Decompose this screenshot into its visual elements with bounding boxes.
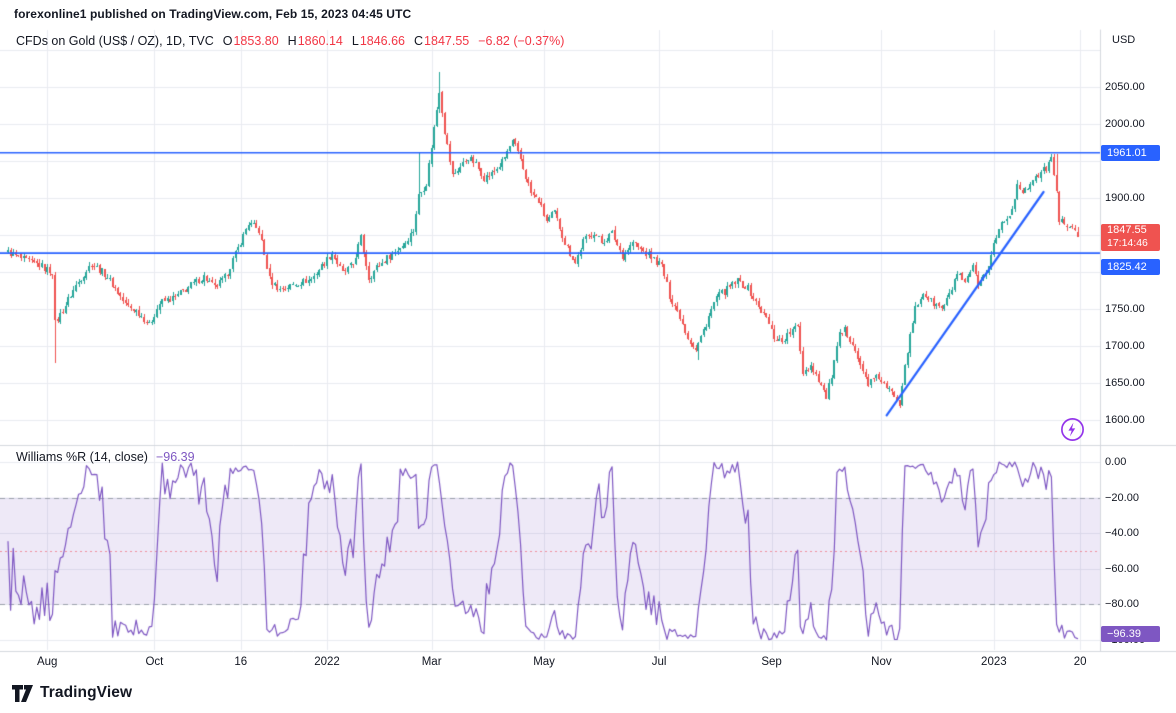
indicator-value: −96.39 bbox=[155, 450, 195, 464]
lightning-bolt-icon bbox=[1061, 418, 1084, 441]
price-change: −6.82 (−0.37%) bbox=[478, 34, 565, 48]
time-tick-label: Sep bbox=[761, 656, 782, 668]
bar-countdown: 17:14:46 bbox=[1107, 237, 1148, 250]
close-letter: C bbox=[414, 34, 424, 48]
support-price: 1825.42 bbox=[1107, 261, 1147, 274]
time-tick-label: 16 bbox=[234, 656, 248, 668]
price-tick-label: 2050.00 bbox=[1105, 80, 1145, 93]
williams-r-value-badge: −96.39 bbox=[1101, 625, 1160, 642]
time-tick-label: 20 bbox=[1073, 656, 1087, 668]
high-letter: H bbox=[287, 34, 297, 48]
price-tick-label: 2000.00 bbox=[1105, 117, 1145, 130]
flash-icon[interactable] bbox=[1060, 417, 1085, 442]
tradingview-logo-icon bbox=[12, 684, 33, 702]
indicator-legend: Williams %R (14, close) −96.39 bbox=[16, 450, 195, 464]
tradingview-logo-text: TradingView bbox=[40, 684, 133, 701]
resistance-price: 1961.01 bbox=[1107, 146, 1147, 159]
time-tick-label: Aug bbox=[36, 656, 58, 668]
open-value: 1853.80 bbox=[233, 34, 279, 48]
time-tick-label: Oct bbox=[145, 656, 164, 668]
price-tick-label: 1900.00 bbox=[1105, 191, 1145, 204]
indicator-tick-label: −40.00 bbox=[1105, 527, 1139, 540]
time-tick-label: 2023 bbox=[981, 656, 1007, 668]
williams-r-last-value: −96.39 bbox=[1107, 627, 1141, 640]
main-chart-legend: CFDs on Gold (US$ / OZ), 1D, TVC O1853.8… bbox=[16, 34, 564, 48]
time-tick-label: 2022 bbox=[314, 656, 340, 668]
attribution-line: forexonline1 published on TradingView.co… bbox=[14, 7, 412, 21]
indicator-title[interactable]: Williams %R (14, close) bbox=[16, 450, 148, 464]
indicator-tick-label: −60.00 bbox=[1105, 562, 1139, 575]
price-tick-label: 1650.00 bbox=[1105, 376, 1145, 389]
last-price-badge: 1847.55 17:14:46 bbox=[1101, 223, 1160, 251]
indicator-tick-label: −80.00 bbox=[1105, 598, 1139, 611]
price-tick-label: 1600.00 bbox=[1105, 413, 1145, 426]
close-value: 1847.55 bbox=[424, 34, 470, 48]
ohlc-open: O1853.80 bbox=[223, 34, 279, 48]
price-tick-label: 1700.00 bbox=[1105, 339, 1145, 352]
open-letter: O bbox=[222, 34, 233, 48]
indicator-tick-label: −20.00 bbox=[1105, 491, 1139, 504]
low-letter: L bbox=[351, 34, 359, 48]
time-tick-label: May bbox=[533, 656, 555, 668]
tradingview-footer[interactable]: TradingView bbox=[12, 684, 132, 702]
time-tick-label: Nov bbox=[871, 656, 892, 668]
low-value: 1846.66 bbox=[359, 34, 406, 48]
symbol-title[interactable]: CFDs on Gold (US$ / OZ), 1D, TVC bbox=[16, 34, 214, 48]
high-value: 1860.14 bbox=[297, 34, 343, 48]
ohlc-high: H1860.14 bbox=[288, 34, 343, 48]
price-level-badge-resistance: 1961.01 bbox=[1101, 144, 1160, 161]
time-tick-label: Jul bbox=[651, 656, 667, 668]
price-level-badge-support: 1825.42 bbox=[1101, 259, 1160, 276]
ohlc-close: C1847.55 bbox=[414, 34, 469, 48]
price-tick-label: 1750.00 bbox=[1105, 302, 1145, 315]
currency-label: USD bbox=[1112, 34, 1136, 46]
ohlc-low: L1846.66 bbox=[352, 34, 405, 48]
last-price: 1847.55 bbox=[1107, 224, 1147, 237]
time-tick-label: Mar bbox=[421, 656, 442, 668]
indicator-tick-label: 0.00 bbox=[1105, 456, 1127, 468]
